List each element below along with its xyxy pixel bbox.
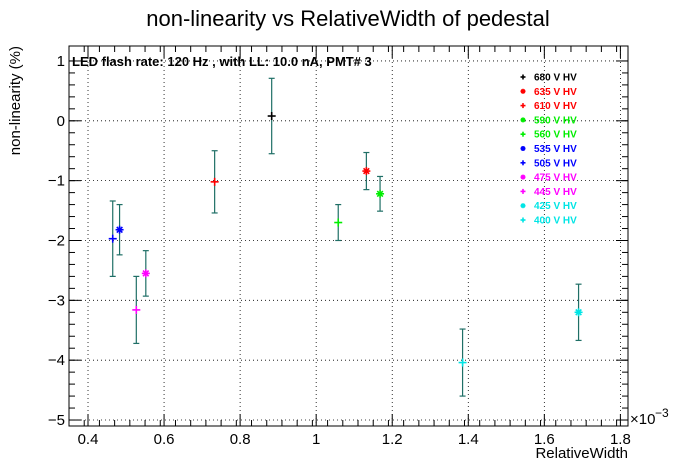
legend-entry: 590 V HV bbox=[520, 115, 577, 126]
legend-marker bbox=[520, 74, 526, 80]
legend-entry: 425 V HV bbox=[520, 201, 577, 212]
point-marker bbox=[141, 269, 150, 278]
legend-entry: 475 V HV bbox=[520, 173, 577, 184]
point-marker bbox=[210, 177, 219, 186]
x-exponent: ×10 −3 bbox=[630, 406, 669, 428]
x-tick-label: 0.4 bbox=[78, 431, 99, 448]
legend-marker bbox=[520, 131, 526, 137]
point-marker bbox=[108, 234, 117, 243]
x-tick-label: 1.8 bbox=[610, 431, 631, 448]
point-marker bbox=[574, 308, 583, 317]
legend-entry: 680 V HV bbox=[520, 73, 577, 84]
legend-label: 400 V HV bbox=[534, 216, 577, 227]
legend-marker bbox=[520, 146, 526, 151]
data-point bbox=[267, 77, 276, 155]
legend-entry: 445 V HV bbox=[520, 187, 577, 198]
legend-label: 590 V HV bbox=[534, 115, 577, 126]
x-tick-label: 0.6 bbox=[154, 431, 175, 448]
legend-entry: 635 V HV bbox=[520, 87, 577, 98]
x-tick-label: 1.2 bbox=[382, 431, 403, 448]
y-tick-label: 1 bbox=[57, 53, 65, 70]
data-point bbox=[334, 203, 343, 242]
legend-marker bbox=[520, 174, 526, 180]
legend-marker bbox=[520, 103, 526, 109]
legend-marker bbox=[520, 160, 526, 166]
data-points bbox=[108, 77, 583, 397]
legend: 680 V HV 635 V HV 610 V HV 590 V HV 560 V HV… bbox=[520, 73, 577, 227]
y-tick-label: −3 bbox=[48, 292, 65, 309]
chart-title: non-linearity vs RelativeWidth of pedest… bbox=[146, 6, 550, 31]
data-point bbox=[210, 150, 219, 214]
legend-marker bbox=[520, 88, 526, 94]
legend-marker bbox=[520, 117, 526, 123]
x-axis-label: RelativeWidth bbox=[535, 445, 628, 462]
legend-label: 505 V HV bbox=[534, 158, 577, 169]
axis-ticks: 0.4 0.6 0.8 1 1.2 1.4 1.6 1.8 1 0 −1 −2 −3 −4 −5 bbox=[48, 46, 631, 448]
y-tick-label: 0 bbox=[57, 113, 65, 130]
legend-entry: 535 V HV bbox=[520, 144, 577, 155]
point-marker bbox=[362, 167, 371, 176]
data-point bbox=[115, 203, 124, 256]
point-marker bbox=[334, 218, 343, 227]
legend-marker bbox=[520, 188, 526, 194]
data-point bbox=[141, 250, 150, 297]
x-exponent-power: −3 bbox=[655, 406, 669, 420]
x-tick-label: 1.4 bbox=[458, 431, 479, 448]
legend-label: 445 V HV bbox=[534, 187, 577, 198]
data-point bbox=[574, 283, 583, 342]
legend-label: 560 V HV bbox=[534, 130, 577, 141]
chart-annotation: LED flash rate: 120 Hz , with LL: 10.0 n… bbox=[72, 54, 372, 69]
plot-frame bbox=[68, 45, 629, 427]
grid bbox=[69, 46, 628, 426]
legend-label: 680 V HV bbox=[534, 73, 577, 84]
legend-label: 635 V HV bbox=[534, 87, 577, 98]
y-tick-label: −5 bbox=[48, 412, 65, 429]
data-point bbox=[458, 328, 467, 397]
legend-label: 610 V HV bbox=[534, 101, 577, 112]
x-tick-label: 0.8 bbox=[230, 431, 251, 448]
x-tick-label: 1.6 bbox=[534, 431, 555, 448]
point-marker bbox=[132, 305, 141, 314]
point-marker bbox=[376, 189, 385, 198]
y-tick-label: −4 bbox=[48, 352, 65, 369]
legend-marker bbox=[520, 217, 526, 223]
y-tick-label: −2 bbox=[48, 232, 65, 249]
legend-entry: 400 V HV bbox=[520, 216, 577, 227]
x-tick-label: 1 bbox=[312, 431, 320, 448]
data-point bbox=[132, 275, 141, 345]
legend-entry: 505 V HV bbox=[520, 158, 577, 169]
y-tick-label: −1 bbox=[48, 173, 65, 190]
data-point bbox=[362, 151, 371, 191]
legend-entry: 560 V HV bbox=[520, 130, 577, 141]
y-axis-label: non-linearity (%) bbox=[7, 46, 24, 155]
point-marker bbox=[458, 358, 467, 367]
data-point bbox=[108, 200, 117, 277]
legend-entry: 610 V HV bbox=[520, 101, 577, 112]
point-marker bbox=[267, 112, 276, 121]
x-exponent-base: ×10 bbox=[630, 411, 655, 428]
point-marker bbox=[115, 225, 124, 234]
legend-label: 475 V HV bbox=[534, 173, 577, 184]
legend-label: 425 V HV bbox=[534, 201, 577, 212]
legend-label: 535 V HV bbox=[534, 144, 577, 155]
legend-marker bbox=[520, 203, 526, 209]
data-point bbox=[376, 175, 385, 212]
